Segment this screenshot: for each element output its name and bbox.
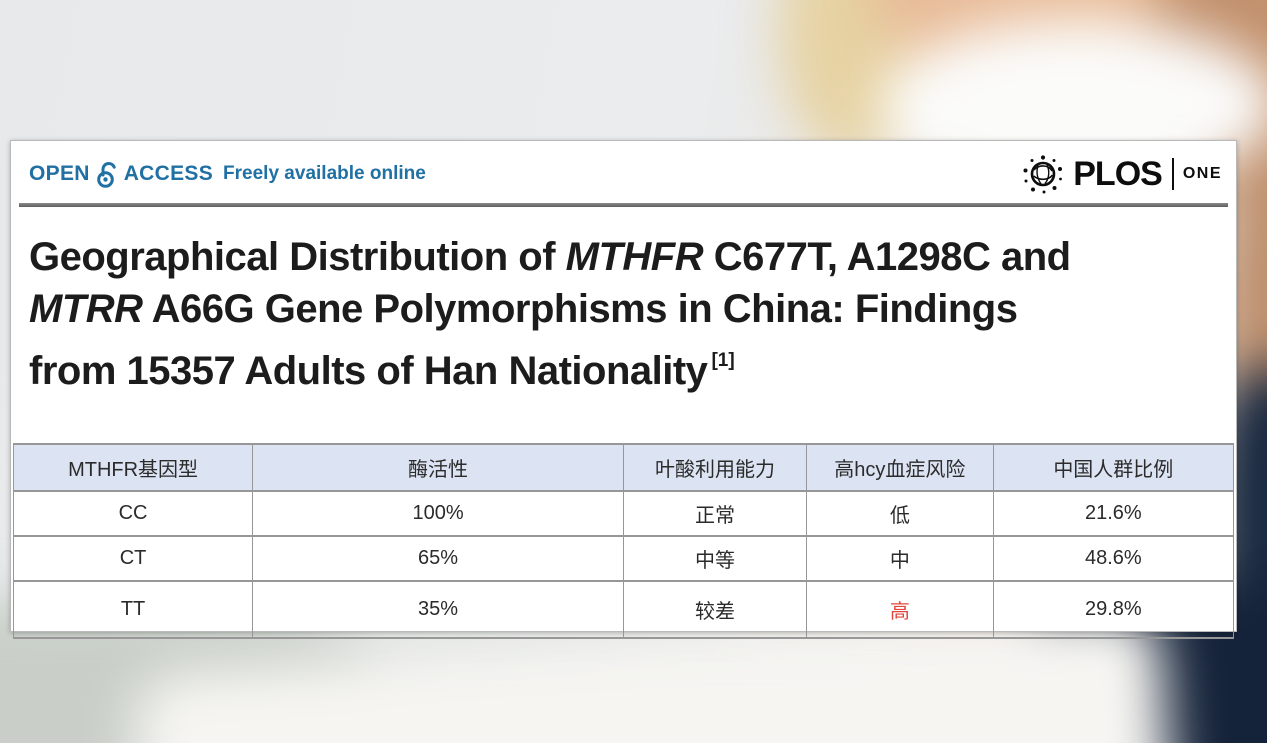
cell-hcy-risk-high: 高 [805, 580, 994, 639]
col-header-hcy-risk: 高hcy血症风险 [805, 443, 994, 492]
col-header-enzyme-activity: 酶活性 [252, 443, 624, 492]
article-card: OPEN ACCESS Freely available online [10, 140, 1237, 639]
col-header-genotype: MTHFR基因型 [12, 443, 254, 492]
plos-divider [1171, 158, 1174, 190]
cell-hcy-risk: 低 [805, 490, 994, 537]
cell-population-ratio: 29.8% [992, 580, 1235, 639]
title-text-4: from 15357 Adults of Han Nationality [29, 349, 708, 393]
genotype-table: MTHFR基因型 酶活性 叶酸利用能力 高hcy血症风险 中国人群比例 CC 1… [12, 443, 1235, 639]
access-label: ACCESS [123, 162, 214, 185]
cell-enzyme-activity: 65% [252, 535, 624, 582]
cell-genotype: CC [12, 490, 254, 537]
plos-one-label: ONE [1182, 165, 1222, 182]
title-text-3: A66G Gene Polymorphisms in China: Findin… [142, 287, 1018, 331]
table-row: CT 65% 中等 中 48.6% [12, 535, 1235, 582]
cell-enzyme-activity: 35% [252, 580, 624, 639]
cell-enzyme-activity: 100% [252, 490, 624, 537]
col-header-folate-utilization: 叶酸利用能力 [622, 443, 807, 492]
table-header-row: MTHFR基因型 酶活性 叶酸利用能力 高hcy血症风险 中国人群比例 [12, 443, 1235, 492]
cell-hcy-risk: 中 [805, 535, 994, 582]
cell-genotype: TT [12, 580, 254, 639]
col-header-population-ratio: 中国人群比例 [992, 443, 1235, 492]
table-row: TT 35% 较差 高 29.8% [12, 580, 1235, 639]
open-lock-icon [96, 161, 119, 188]
article-title: Geographical Distribution of MTHFR C677T… [29, 231, 1220, 397]
open-label: OPEN [29, 162, 90, 185]
cell-genotype: CT [12, 535, 254, 582]
cell-population-ratio: 21.6% [992, 490, 1235, 537]
open-access-banner: OPEN ACCESS Freely available online [29, 161, 426, 188]
title-gene-mtrr: MTRR [29, 287, 143, 331]
cell-folate-utilization: 正常 [622, 490, 807, 537]
freely-available-text: Freely available online [223, 163, 426, 184]
cell-population-ratio: 48.6% [992, 535, 1235, 582]
header-rule [19, 203, 1228, 207]
journal-header: OPEN ACCESS Freely available online [11, 141, 1236, 199]
table-row: CC 100% 正常 低 21.6% [12, 490, 1235, 537]
plos-logo: PLOS ONE [1021, 152, 1222, 196]
cell-folate-utilization: 较差 [622, 580, 807, 639]
cell-folate-utilization: 中等 [622, 535, 807, 582]
plos-globe-icon [1021, 152, 1065, 196]
title-gene-mthfr: MTHFR [565, 235, 704, 279]
plos-wordmark: PLOS [1073, 154, 1163, 193]
title-text-2: C677T, A1298C and [703, 235, 1071, 279]
title-text-1: Geographical Distribution of [29, 235, 566, 279]
citation-ref: [1] [711, 350, 735, 371]
